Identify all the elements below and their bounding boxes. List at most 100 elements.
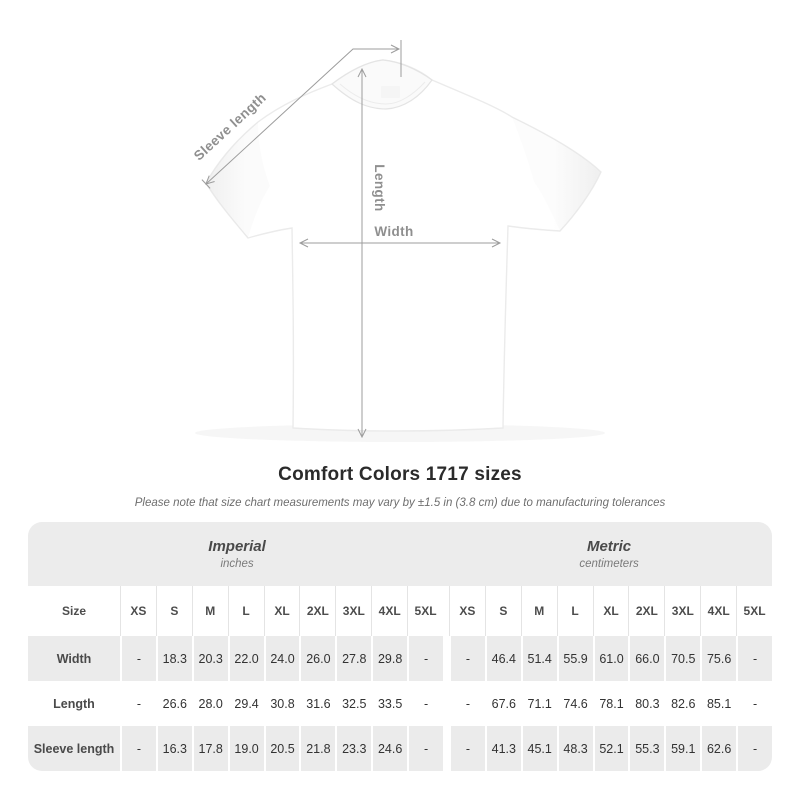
- value-cell: 26.0: [299, 636, 336, 681]
- metric-label: Metric: [586, 538, 632, 555]
- size-column-header: L: [227, 586, 264, 636]
- value-cell: 29.4: [227, 681, 264, 726]
- length-measure-line: [357, 67, 367, 439]
- value-cell: 48.3: [556, 726, 593, 771]
- value-cell: 55.9: [556, 636, 593, 681]
- collar-ribbing: [339, 81, 426, 105]
- size-grid: Size XS S M L XL 2XL 3XL 4XL 5XL XS S M L XL 2XL 3XL 4XL 5…: [28, 586, 772, 771]
- size-column-header: 3XL: [335, 586, 372, 636]
- value-cell: 41.3: [484, 726, 521, 771]
- metric-group-header: Metric centimeters: [446, 522, 772, 586]
- value-cell: 23.3: [335, 726, 372, 771]
- row-label: Sleeve length: [28, 726, 120, 771]
- value-cell: -: [120, 681, 156, 726]
- value-cell: 59.1: [664, 726, 701, 771]
- value-cell: -: [120, 636, 156, 681]
- value-cell: -: [736, 681, 772, 726]
- value-cell: 80.3: [628, 681, 665, 726]
- length-label: Length: [372, 164, 387, 211]
- size-column-header: 3XL: [664, 586, 701, 636]
- size-table: Imperial inches Metric centimeters Size X…: [28, 522, 772, 771]
- size-header-row: Size XS S M L XL 2XL 3XL 4XL 5XL XS S M L XL 2XL 3XL 4XL 5…: [28, 586, 772, 636]
- value-cell: 45.1: [520, 726, 557, 771]
- value-cell: 27.8: [335, 636, 372, 681]
- value-cell: 21.8: [299, 726, 336, 771]
- value-cell: -: [736, 636, 772, 681]
- measurement-row: Sleeve length -16.3 17.8 19.0 20.5 21.8 23.3 24…: [28, 726, 772, 771]
- value-cell: 61.0: [592, 636, 629, 681]
- value-cell: 70.5: [664, 636, 701, 681]
- value-cell: 55.3: [628, 726, 665, 771]
- value-cell: 31.6: [299, 681, 336, 726]
- size-column-header: S: [155, 586, 192, 636]
- value-cell: -: [407, 726, 443, 771]
- size-column-header: 4XL: [700, 586, 737, 636]
- tolerance-note: Please note that size chart measurements…: [134, 497, 666, 509]
- value-cell: 28.0: [191, 681, 228, 726]
- tshirt-size-diagram: Length Width Sleeve length: [191, 40, 602, 439]
- size-column-header: 4XL: [371, 586, 408, 636]
- width-measure-line: [298, 238, 502, 248]
- row-label: Length: [28, 681, 120, 726]
- imperial-label: Imperial: [208, 538, 266, 555]
- value-cell: 62.6: [700, 726, 737, 771]
- size-column-header: XS: [120, 586, 156, 636]
- size-column-header: 2XL: [628, 586, 665, 636]
- size-column-header: S: [484, 586, 521, 636]
- imperial-unit: inches: [220, 558, 254, 570]
- size-column-header: 5XL: [736, 586, 772, 636]
- imperial-group-header: Imperial inches: [28, 522, 446, 586]
- value-cell: 24.0: [263, 636, 300, 681]
- page-title: Comfort Colors 1717 sizes: [278, 464, 522, 485]
- value-cell: 17.8: [191, 726, 228, 771]
- value-cell: -: [120, 726, 156, 771]
- collar: [331, 59, 433, 110]
- value-cell: 20.3: [191, 636, 228, 681]
- value-cell: -: [407, 636, 443, 681]
- size-column-header: M: [191, 586, 228, 636]
- size-column-header: XS: [449, 586, 485, 636]
- size-column-header: XL: [592, 586, 629, 636]
- sleeve-measure-line: [201, 40, 402, 189]
- tshirt-graphic: [205, 59, 602, 432]
- value-cell: 18.3: [155, 636, 192, 681]
- value-cell: 26.6: [155, 681, 192, 726]
- value-cell: 78.1: [592, 681, 629, 726]
- value-cell: 82.6: [664, 681, 701, 726]
- value-cell: 30.8: [263, 681, 300, 726]
- value-cell: 29.8: [371, 636, 408, 681]
- value-cell: -: [449, 681, 485, 726]
- metric-unit: centimeters: [579, 558, 639, 570]
- size-column-header: L: [556, 586, 593, 636]
- size-column-header: M: [520, 586, 557, 636]
- value-cell: 85.1: [700, 681, 737, 726]
- row-label: Width: [28, 636, 120, 681]
- value-cell: 66.0: [628, 636, 665, 681]
- measurement-row: Length -26.6 28.0 29.4 30.8 31.6 32.5 33.5- -67.…: [28, 681, 772, 726]
- value-cell: 67.6: [484, 681, 521, 726]
- unit-group-band: Imperial inches Metric centimeters: [28, 522, 772, 586]
- size-column-header: 5XL: [407, 586, 443, 636]
- value-cell: 46.4: [484, 636, 521, 681]
- width-label: Width: [374, 224, 413, 239]
- value-cell: 71.1: [520, 681, 557, 726]
- measurement-row: Width -18.3 20.3 22.0 24.0 26.0 27.8 29.8- -46.4…: [28, 636, 772, 681]
- neck-tag: [381, 86, 400, 98]
- size-column-header: XL: [263, 586, 300, 636]
- value-cell: 19.0: [227, 726, 264, 771]
- value-cell: 16.3: [155, 726, 192, 771]
- value-cell: 75.6: [700, 636, 737, 681]
- value-cell: 32.5: [335, 681, 372, 726]
- value-cell: 20.5: [263, 726, 300, 771]
- size-column-header: 2XL: [299, 586, 336, 636]
- size-header-cell: Size: [28, 586, 120, 636]
- value-cell: 52.1: [592, 726, 629, 771]
- value-cell: -: [407, 681, 443, 726]
- value-cell: 74.6: [556, 681, 593, 726]
- value-cell: -: [736, 726, 772, 771]
- value-cell: 22.0: [227, 636, 264, 681]
- value-cell: 51.4: [520, 636, 557, 681]
- value-cell: -: [449, 636, 485, 681]
- value-cell: 24.6: [371, 726, 408, 771]
